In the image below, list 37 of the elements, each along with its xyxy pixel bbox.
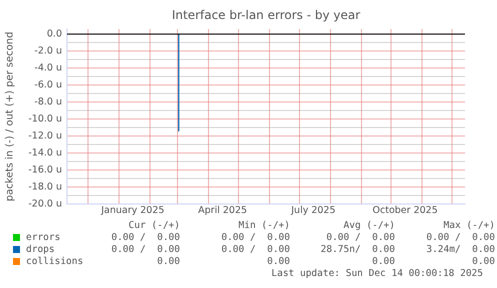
text: 0.00 / 0.00 (220, 244, 290, 255)
text: Min (-/+) (238, 220, 290, 231)
x-tick-label: April 2025 (198, 205, 248, 216)
text: 0.00 / 0.00 (426, 232, 495, 243)
chart-title: Interface br-lan errors - by year (172, 8, 360, 22)
x-tick-label: October 2025 (372, 205, 438, 216)
y-tick-label: -20.0 u (28, 198, 62, 210)
text: 0.00 (266, 256, 290, 267)
x-tick-label: January 2025 (100, 205, 164, 216)
text: Last update: Sun Dec 14 00:00:18 2025 (270, 268, 483, 279)
y-tick-label: -12.0 u (28, 130, 62, 142)
x-tick-label: July 2025 (290, 205, 336, 216)
text: 3.24m/ 0.00 (426, 244, 495, 255)
text: 0.00 / 0.00 (110, 244, 180, 255)
text: 0.00 / 0.00 (110, 232, 180, 243)
y-tick-label: -2.0 u (34, 46, 62, 57)
y-tick-label: -8.0 u (34, 96, 62, 108)
text: 0.00 (372, 256, 395, 267)
text: Max (-/+) (444, 220, 495, 231)
legend-label: collisions (26, 256, 84, 267)
y-tick-label: -6.0 u (34, 80, 62, 91)
text: Cur (-/+) (128, 220, 180, 231)
text: 0.00 / 0.00 (220, 232, 290, 243)
y-tick-label: -4.0 u (34, 62, 62, 74)
y-tick-label: 0.0 (46, 28, 62, 40)
y-tick-label: -10.0 u (28, 114, 62, 125)
y-tick-label: -14.0 u (28, 148, 62, 158)
text: Avg (-/+) (344, 220, 395, 231)
y-tick-label: -16.0 u (28, 164, 62, 176)
y-axis-title: packets in (-) / out (+) per second (4, 32, 16, 202)
text: 0.00 (157, 256, 180, 267)
legend-label: drops (26, 244, 55, 255)
text: 0.00 (472, 256, 495, 267)
legend-label: errors (26, 232, 60, 243)
y-tick-label: -18.0 u (28, 181, 62, 192)
text: 28.75n/ 0.00 (320, 244, 395, 255)
text: 0.00 / 0.00 (326, 232, 395, 243)
